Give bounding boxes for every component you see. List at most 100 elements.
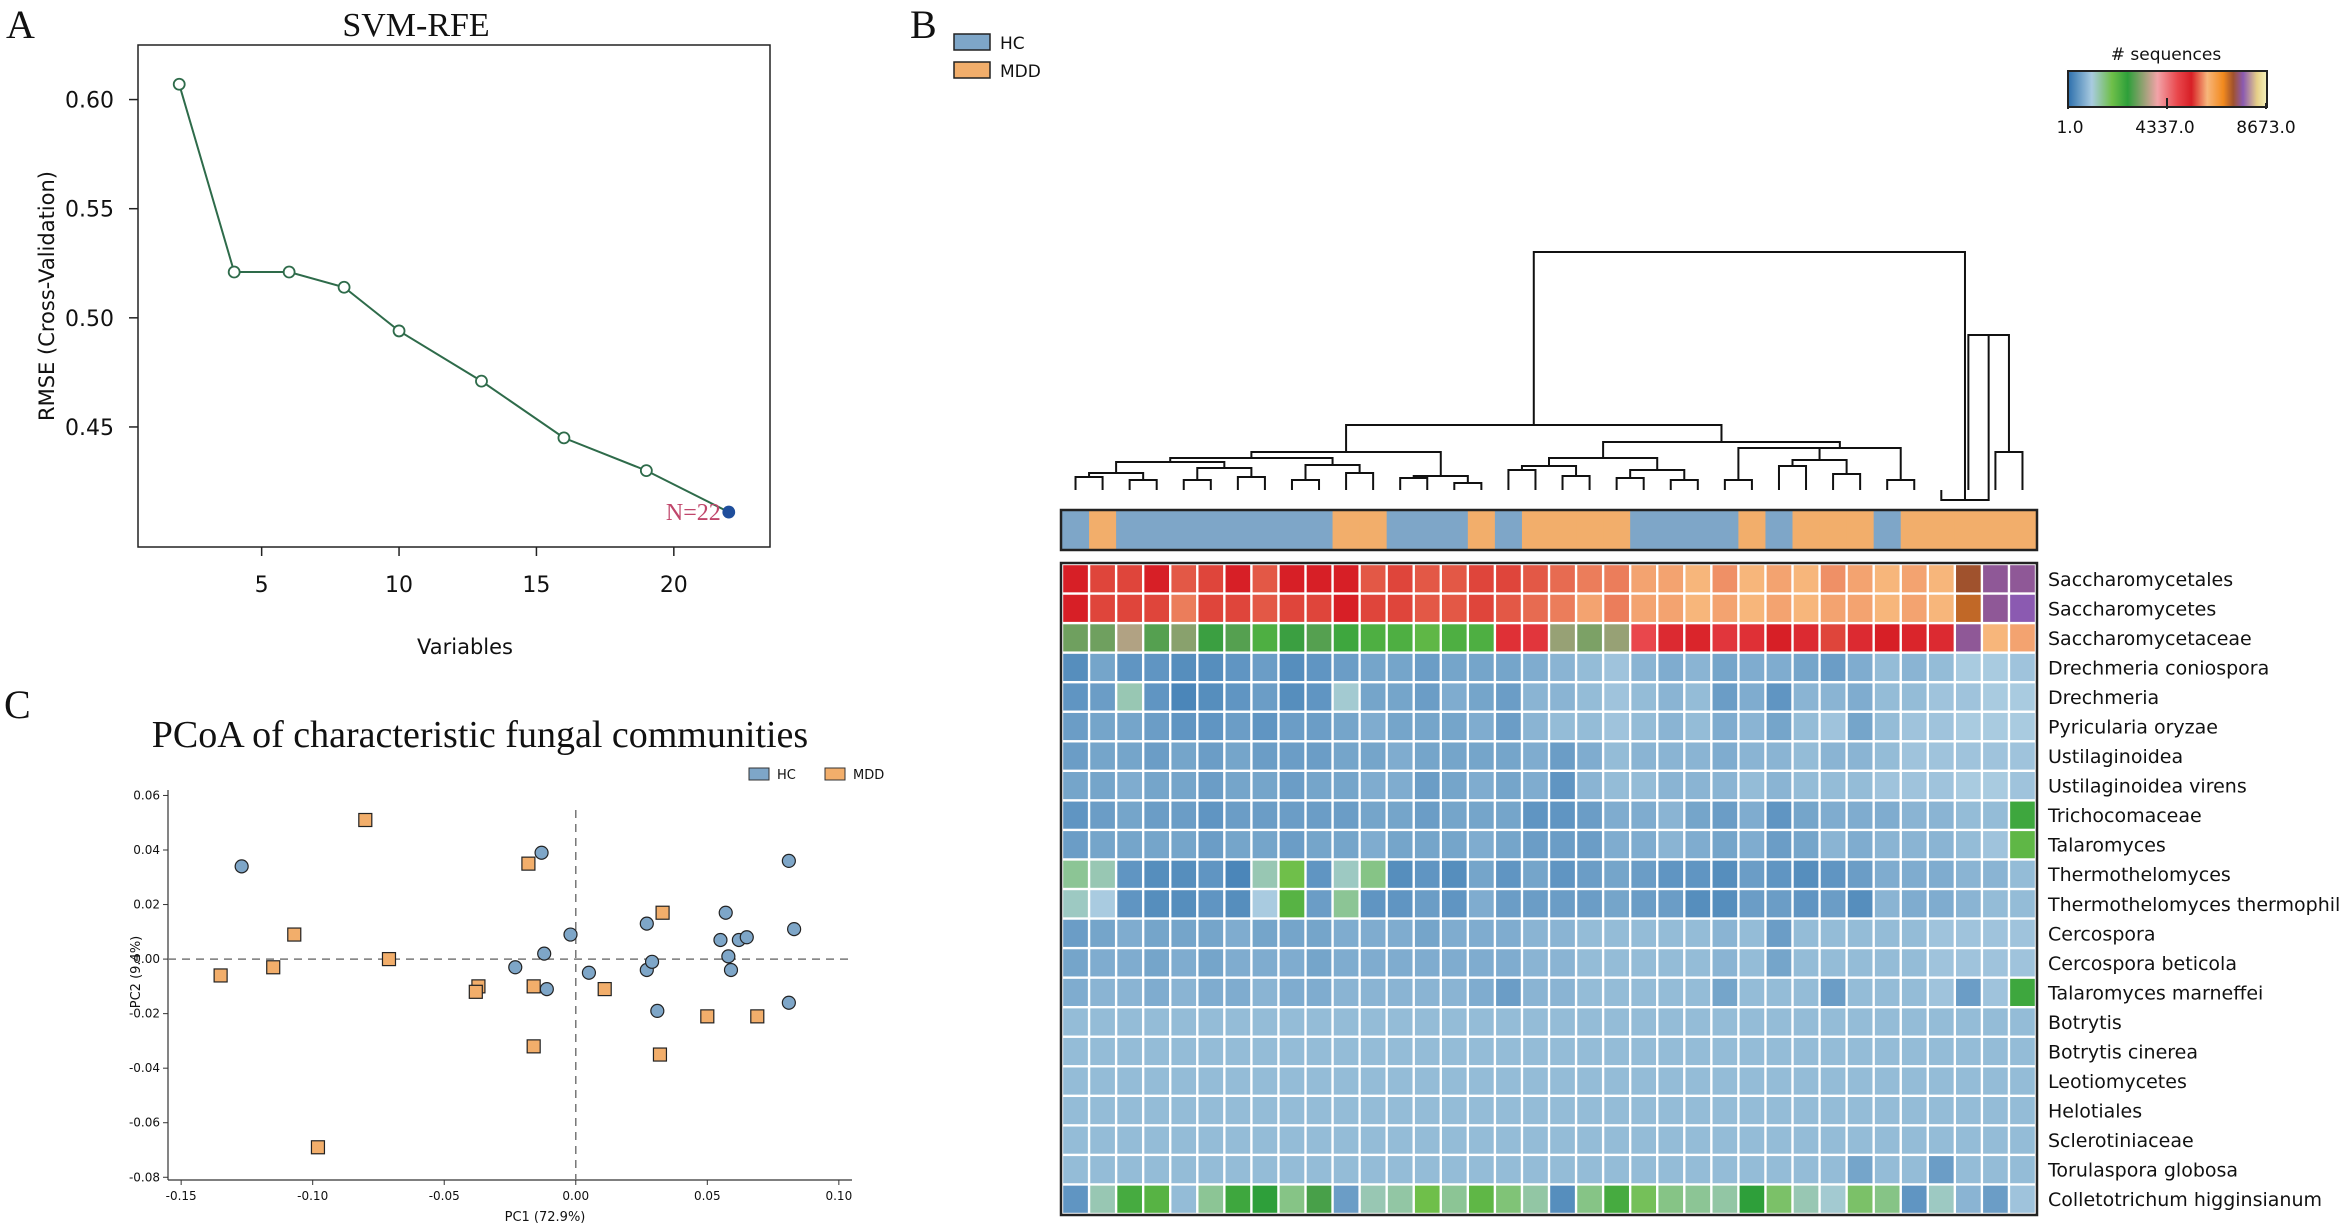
heatmap-cell <box>1820 594 1846 622</box>
legend-mdd-swatch <box>824 767 846 781</box>
heatmap-cell <box>1441 831 1467 859</box>
heatmap-cell <box>1144 712 1170 741</box>
heatmap-cell <box>1360 742 1386 770</box>
heatmap-cell <box>1658 860 1684 888</box>
heatmap-cell <box>1225 683 1251 711</box>
heatmap-cell <box>1171 683 1197 711</box>
heatmap-cell <box>1739 742 1765 770</box>
heatmap-cell <box>1874 919 1900 947</box>
heatmap-cell <box>1469 919 1494 947</box>
heatmap-cell <box>1144 831 1170 859</box>
legend-mdd-label: MDD <box>853 768 884 783</box>
heatmap-cell <box>1469 1126 1494 1154</box>
heatmap-cell <box>1090 1037 1115 1066</box>
group-cell-hc <box>1765 511 1794 549</box>
group-cell-mdd <box>1900 511 1929 549</box>
heatmap-cell <box>1225 772 1251 800</box>
heatmap-cell <box>1577 565 1602 593</box>
heatmap-cell <box>1496 831 1521 859</box>
heatmap-cell <box>1983 565 2008 593</box>
heatmap-cell <box>1387 949 1413 977</box>
heatmap-cell <box>1198 712 1224 741</box>
heatmap-cell <box>1496 742 1521 770</box>
heatmap-cell <box>1766 1037 1792 1066</box>
heatmap-cell <box>1171 712 1197 741</box>
heatmap-cell <box>1820 1097 1846 1125</box>
heatmap-cell <box>1685 712 1711 741</box>
heatmap-cell <box>1225 1067 1251 1095</box>
heatmap-cell <box>1360 712 1386 741</box>
heatmap-cell <box>1387 742 1413 770</box>
heatmap-cell <box>1117 683 1142 711</box>
heatmap-cell <box>1604 1067 1629 1095</box>
heatmap-cell <box>1550 1097 1575 1125</box>
legend-hc-swatch <box>748 767 770 781</box>
heatmap-cell <box>1496 1067 1521 1095</box>
heatmap-cell <box>1360 801 1386 829</box>
heatmap-cell <box>1496 1008 1521 1036</box>
heatmap-cell <box>1144 683 1170 711</box>
heatmap-cell <box>1523 801 1548 829</box>
heatmap-cell <box>1523 565 1548 593</box>
heatmap-cell <box>1252 1097 1278 1125</box>
heatmap-cell <box>1793 1156 1819 1184</box>
heatmap-cell <box>1766 831 1792 859</box>
heatmap-cell <box>1847 683 1873 711</box>
heatmap-cell <box>1198 653 1224 681</box>
heatmap-cell <box>1496 1097 1521 1125</box>
panel-a-y-label: RMSE (Cross-Validation) <box>35 171 59 421</box>
heatmap-cell <box>1793 683 1819 711</box>
heatmap-cell <box>1793 978 1819 1006</box>
row-label: Botrytis <box>2048 1012 2122 1034</box>
group-cell-mdd <box>1359 511 1388 549</box>
heatmap-cell <box>1360 594 1386 622</box>
heatmap-cell <box>1279 860 1305 888</box>
heatmap-cell <box>1631 1008 1657 1036</box>
heatmap-cell <box>1847 712 1873 741</box>
heatmap-cell <box>1523 653 1548 681</box>
group-cell-hc <box>1251 511 1280 549</box>
rmse-point <box>475 374 488 388</box>
heatmap-cell <box>1063 890 1088 918</box>
heatmap-cell <box>1387 801 1413 829</box>
dendrogram-branch <box>1994 451 2024 490</box>
pcoa-point-mdd <box>213 968 228 983</box>
heatmap-cell <box>1333 1067 1359 1095</box>
pcoa-point-mdd <box>700 1009 715 1024</box>
heatmap-cell <box>1117 801 1142 829</box>
group-cell-mdd <box>1467 511 1496 549</box>
pcoa-point-mdd <box>381 951 397 967</box>
heatmap-cell <box>1847 1067 1873 1095</box>
heatmap-cell <box>1306 683 1332 711</box>
heatmap-cell <box>1333 624 1359 652</box>
heatmap-cell <box>1956 624 1981 652</box>
heatmap-cell <box>1523 1067 1548 1095</box>
heatmap-cell <box>1685 565 1711 593</box>
heatmap-cell <box>1847 565 1873 593</box>
heatmap-cell <box>1279 1126 1305 1154</box>
heatmap-cell <box>1252 1156 1278 1184</box>
heatmap-cell <box>1712 712 1738 741</box>
heatmap-cell <box>1685 683 1711 711</box>
heatmap-cell <box>1793 860 1819 888</box>
heatmap-cell <box>1144 1037 1170 1066</box>
heatmap-cell <box>1144 653 1170 681</box>
heatmap-cell <box>1847 890 1873 918</box>
group-cell-hc <box>1657 511 1685 549</box>
heatmap-cell <box>1820 860 1846 888</box>
rmse-point-optimal <box>722 505 736 519</box>
heatmap-cell <box>1658 653 1684 681</box>
heatmap-cell <box>1874 890 1900 918</box>
heatmap-cell <box>1279 594 1305 622</box>
heatmap-cell <box>1631 801 1657 829</box>
heatmap-cell <box>1956 594 1981 622</box>
heatmap-cell <box>1712 594 1738 622</box>
heatmap-cell <box>1658 1097 1684 1125</box>
pcoa-point-hc <box>508 960 523 975</box>
heatmap-cell <box>1874 1037 1900 1066</box>
heatmap-cell <box>1766 1097 1792 1125</box>
heatmap-cell <box>1983 978 2008 1006</box>
heatmap-cell <box>1685 949 1711 977</box>
pcoa-point-mdd <box>526 979 541 994</box>
optimal-n-annotation: N=22 <box>666 500 721 526</box>
